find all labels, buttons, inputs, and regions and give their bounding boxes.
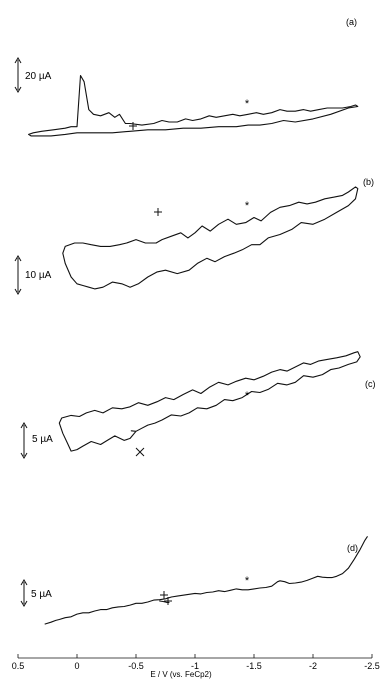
panel-label-a: (a) bbox=[346, 17, 357, 27]
voltammogram-b bbox=[62, 186, 359, 290]
x-tick-group: 0.5 0 -0.5 -1 -1.5 -2 -2.5 bbox=[12, 654, 380, 671]
panel-label-d: (d) bbox=[347, 543, 358, 553]
scale-bar-d-label: 5 µA bbox=[31, 589, 52, 600]
start-marker bbox=[154, 208, 162, 216]
scale-bar-c bbox=[20, 422, 28, 459]
voltammogram-d bbox=[44, 536, 368, 625]
scale-bar-b-label: 10 µA bbox=[25, 270, 52, 281]
scale-bar-b bbox=[14, 255, 22, 295]
scale-bar-a-label: 20 µA bbox=[25, 71, 52, 82]
scale-bar-a bbox=[14, 57, 22, 93]
x-tick-label: 0 bbox=[74, 661, 79, 671]
x-tick-label: -0.5 bbox=[128, 661, 144, 671]
voltammogram-c bbox=[58, 351, 361, 452]
star-marker: * bbox=[245, 575, 250, 587]
x-tick-label: 0.5 bbox=[12, 661, 25, 671]
scale-bar-c-label: 5 µA bbox=[32, 434, 53, 445]
star-marker: * bbox=[245, 98, 250, 110]
voltammogram-a bbox=[28, 74, 359, 137]
star-marker: * bbox=[245, 390, 250, 402]
x-tick-label: -1 bbox=[191, 661, 199, 671]
marker-layer: * * * * bbox=[129, 98, 250, 605]
scale-bar-d bbox=[20, 579, 28, 607]
star-marker: * bbox=[245, 200, 250, 212]
x-axis-title: E / V (vs. FeCp2) bbox=[150, 670, 212, 679]
x-tick-label: -2 bbox=[309, 661, 317, 671]
panel-label-b: (b) bbox=[363, 177, 374, 187]
start-marker bbox=[129, 122, 137, 130]
x-tick-label: -2.5 bbox=[364, 661, 380, 671]
x-tick-label: -1.5 bbox=[246, 661, 262, 671]
start-marker bbox=[160, 591, 168, 599]
start-marker bbox=[135, 447, 145, 457]
panel-label-c: (c) bbox=[365, 379, 376, 389]
start-marker bbox=[164, 597, 172, 605]
